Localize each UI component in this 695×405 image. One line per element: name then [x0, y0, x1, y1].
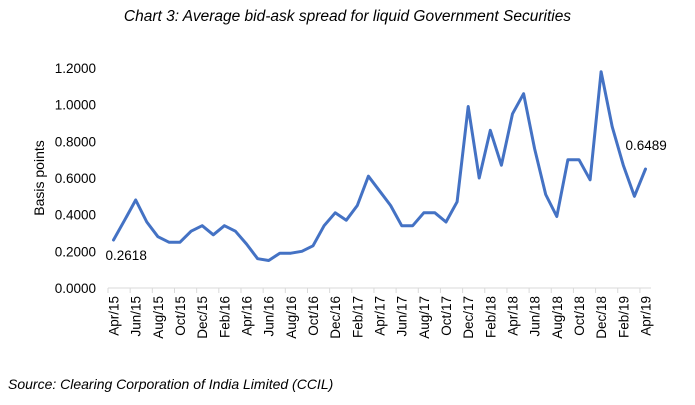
- x-tick-label: Aug/16: [284, 296, 299, 339]
- x-tick-label: Dec/17: [461, 296, 476, 339]
- x-tick-label: Apr/17: [373, 296, 388, 336]
- y-axis-title: Basis points: [31, 140, 47, 215]
- x-tick-label: Dec/16: [328, 296, 343, 339]
- y-tick-label: 1.2000: [55, 61, 96, 76]
- x-axis: Apr/15 Jun/15 Aug/15 Oct/15 Dec/15 Feb/16 Apr/…: [107, 287, 653, 339]
- x-tick-label: Aug/15: [151, 296, 166, 339]
- x-tick-label: Dec/18: [594, 296, 609, 339]
- series-line: [112, 70, 647, 262]
- x-tick-label: Aug/18: [550, 296, 565, 339]
- data-label: 0.2618: [106, 248, 147, 263]
- x-tick-label: Jun/17: [395, 296, 410, 337]
- x-tick-label: Feb/18: [483, 296, 498, 338]
- x-tick-label: Aug/17: [417, 296, 432, 339]
- y-tick-label: 0.2000: [55, 244, 96, 259]
- source-note: Source: Clearing Corporation of India Li…: [8, 376, 334, 392]
- x-tick-label: Jun/18: [528, 296, 543, 337]
- x-tick-label: Apr/16: [240, 296, 255, 336]
- series-group: [112, 70, 647, 262]
- y-tick-label: 0.8000: [55, 134, 96, 149]
- x-tick-label: Feb/19: [616, 296, 631, 338]
- x-tick-label: Apr/15: [107, 296, 122, 336]
- x-tick-label: Oct/17: [439, 296, 454, 336]
- y-tick-label: 0.6000: [55, 171, 96, 186]
- x-tick-label: Feb/16: [217, 296, 232, 338]
- chart-title: Chart 3: Average bid-ask spread for liqu…: [123, 8, 572, 25]
- y-axis: 0.0000 0.2000 0.4000 0.6000 0.8000 1.0000 1.20…: [55, 61, 96, 296]
- x-tick-label: Feb/17: [350, 296, 365, 338]
- x-tick-label: Apr/19: [638, 296, 653, 336]
- x-tick-label: Oct/16: [306, 296, 321, 336]
- data-labels: 0.2618 0.6489: [106, 138, 667, 263]
- x-tick-label: Dec/15: [195, 296, 210, 339]
- x-tick-label: Oct/15: [173, 296, 188, 336]
- y-tick-label: 0.0000: [55, 281, 96, 296]
- y-tick-label: 1.0000: [55, 98, 96, 113]
- x-tick-label: Jun/16: [262, 296, 277, 337]
- y-tick-label: 0.4000: [55, 208, 96, 223]
- x-tick-label: Jun/15: [129, 296, 144, 337]
- data-label: 0.6489: [625, 138, 666, 153]
- x-tick-label: Apr/18: [505, 296, 520, 336]
- x-tick-label: Oct/18: [572, 296, 587, 336]
